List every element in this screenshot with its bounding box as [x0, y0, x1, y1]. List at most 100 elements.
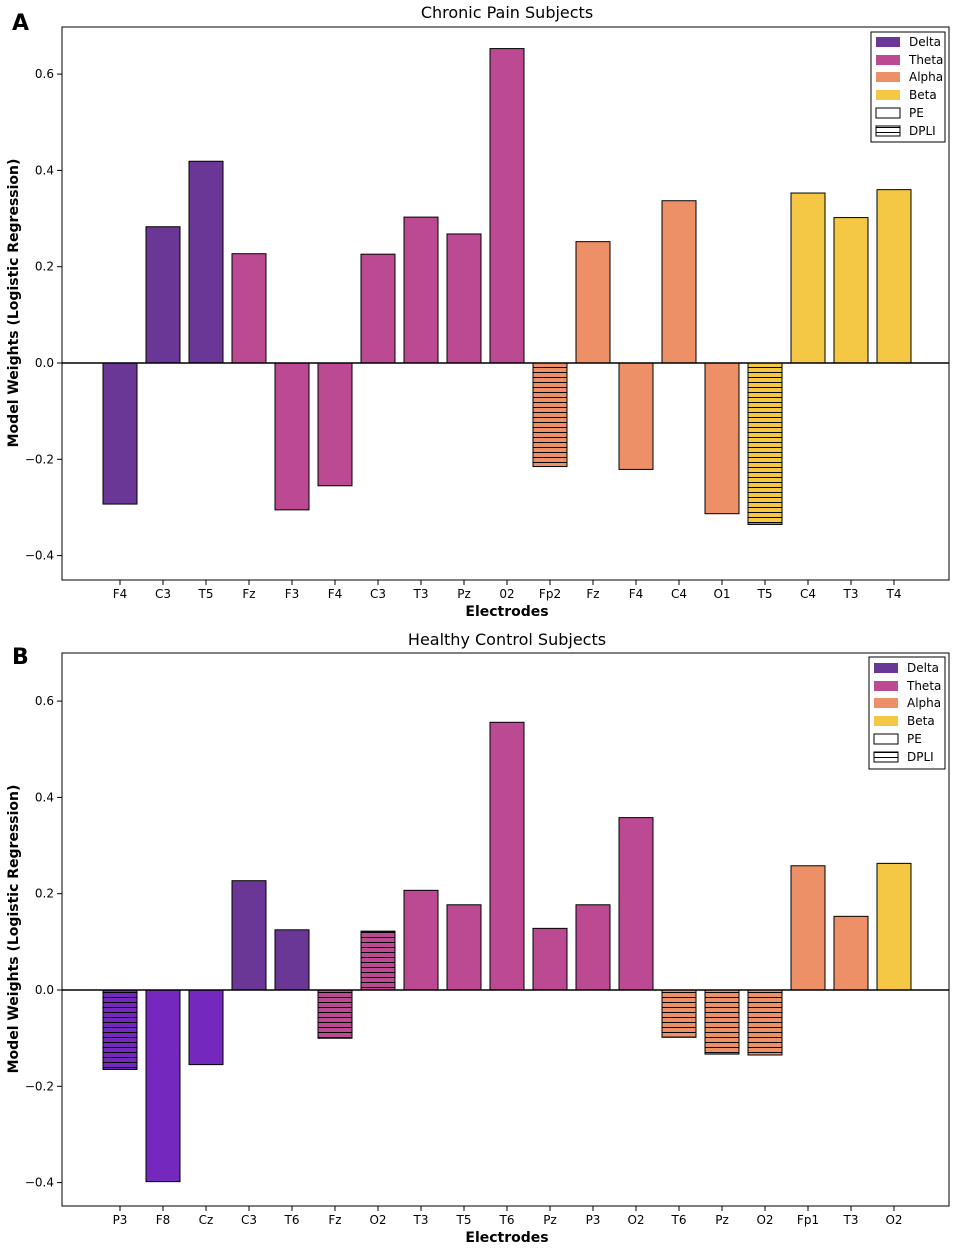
y-tick-label: −0.2: [25, 1079, 54, 1093]
x-tick-label: O2: [369, 1213, 386, 1227]
x-tick-label: F4: [113, 587, 128, 601]
legend-swatch-dpli: [875, 125, 901, 137]
bar: [532, 927, 568, 991]
legend-label-delta: Delta: [907, 661, 939, 675]
x-tick-label: Fp1: [797, 1213, 819, 1227]
bar: [876, 189, 912, 364]
bar: [102, 362, 138, 505]
legend-swatch-delta: [876, 37, 900, 47]
x-tick-label: O2: [885, 1213, 902, 1227]
legend-swatch-delta: [874, 663, 898, 673]
legend-label-pe: PE: [909, 106, 924, 120]
x-tick-label: Pz: [457, 587, 471, 601]
x-tick-label: T5: [198, 587, 214, 601]
y-tick-label: −0.4: [25, 1176, 54, 1190]
bar: [790, 192, 826, 364]
legend-label-alpha: Alpha: [909, 70, 943, 84]
legend-swatch-pe: [875, 107, 901, 119]
bar: [790, 865, 826, 991]
x-tick-label: O2: [627, 1213, 644, 1227]
bar: [704, 362, 740, 515]
bar: [489, 721, 525, 991]
x-tick-label: P3: [113, 1213, 128, 1227]
y-tick-label: 0.2: [35, 260, 54, 274]
bar-hatch: [532, 362, 568, 468]
x-tick-label: Fp2: [539, 587, 561, 601]
bar-hatch: [102, 989, 138, 1070]
legend-a: Delta Theta Alpha Beta PE DPLI: [870, 31, 946, 143]
panel-a: A Chronic Pain Subjects −0.4 −0.2 0.0 0.2 0.…: [6, 3, 950, 620]
x-tick-label: C3: [241, 1213, 257, 1227]
chart-marks-b: −0.4 −0.2 0.0 0.2 0.4 0.6 P3 F8 Cz C3 T6 Fz O2 T3 T5 T6…: [25, 694, 949, 1227]
bar-hatch: [747, 362, 783, 525]
chart-title-a: Chronic Pain Subjects: [421, 3, 593, 22]
x-tick-label: C4: [671, 587, 687, 601]
bar: [618, 362, 654, 470]
bar: [403, 889, 439, 991]
bar-hatch: [317, 989, 353, 1039]
chart-title-b: Healthy Control Subjects: [408, 630, 606, 649]
y-tick-label: 0.6: [35, 67, 54, 81]
bar: [145, 989, 181, 1183]
y-axis-label-b: Model Weights (Logistic Regression): [6, 785, 22, 1074]
x-tick-label: Cz: [199, 1213, 214, 1227]
bar: [360, 253, 396, 364]
x-tick-label: T5: [456, 1213, 472, 1227]
plot-frame-b: [61, 652, 950, 1207]
bar: [231, 253, 267, 364]
x-tick-label: O2: [756, 1213, 773, 1227]
legend-swatch-beta: [874, 716, 898, 726]
x-tick-label: O1: [713, 587, 730, 601]
bar-hatch: [747, 989, 783, 1056]
plot-frame-a: [61, 26, 950, 581]
y-tick-label: 0.2: [35, 887, 54, 901]
x-tick-label: F3: [285, 587, 300, 601]
legend-label-theta: Theta: [908, 53, 943, 67]
x-tick-label: F8: [156, 1213, 171, 1227]
y-tick-label: 0.0: [35, 983, 54, 997]
x-tick-label: F4: [629, 587, 644, 601]
y-tick-label: 0.4: [35, 790, 54, 804]
y-tick-label: −0.4: [25, 549, 54, 563]
bar: [274, 929, 310, 991]
legend-label-theta: Theta: [906, 679, 941, 693]
y-tick-label: 0.0: [35, 356, 54, 370]
x-tick-label: Fz: [586, 587, 599, 601]
legend-swatch-theta: [874, 681, 898, 691]
bar: [446, 904, 482, 991]
legend-frame: [870, 31, 946, 143]
bar: [274, 362, 310, 511]
y-tick-label: −0.2: [25, 452, 54, 466]
x-axis-label-a: Electrodes: [465, 604, 548, 620]
bar: [317, 362, 353, 487]
y-tick-label: 0.6: [35, 694, 54, 708]
x-tick-label: 02: [499, 587, 514, 601]
legend-swatch-beta: [876, 90, 900, 100]
x-tick-label: T6: [499, 1213, 515, 1227]
chart-marks-a: −0.4 −0.2 0.0 0.2 0.4 0.6 F4 C3 T5 Fz F3 F4 C3 T3 Pz 02…: [25, 48, 949, 601]
legend-swatch-alpha: [876, 72, 900, 82]
x-tick-label: T3: [843, 587, 859, 601]
x-tick-label: C4: [800, 587, 816, 601]
legend-label-delta: Delta: [909, 35, 941, 49]
x-tick-label: C3: [370, 587, 386, 601]
x-tick-label: Pz: [543, 1213, 557, 1227]
bar: [575, 904, 611, 991]
x-tick-label: C3: [155, 587, 171, 601]
x-tick-label: T4: [886, 587, 902, 601]
bar: [833, 217, 869, 364]
x-tick-label: Fz: [242, 587, 255, 601]
legend-b: Delta Theta Alpha Beta PE DPLI: [868, 656, 946, 770]
panel-letter-b: B: [12, 645, 29, 670]
bar: [876, 862, 912, 991]
legend-swatch-theta: [876, 55, 900, 65]
bar: [231, 880, 267, 991]
x-tick-label: Fz: [328, 1213, 341, 1227]
bar: [618, 817, 654, 991]
x-tick-label: Pz: [715, 1213, 729, 1227]
legend-swatch-pe: [873, 733, 899, 745]
x-axis-label-b: Electrodes: [465, 1230, 548, 1246]
x-tick-label: T3: [413, 1213, 429, 1227]
x-tick-label: T3: [413, 587, 429, 601]
